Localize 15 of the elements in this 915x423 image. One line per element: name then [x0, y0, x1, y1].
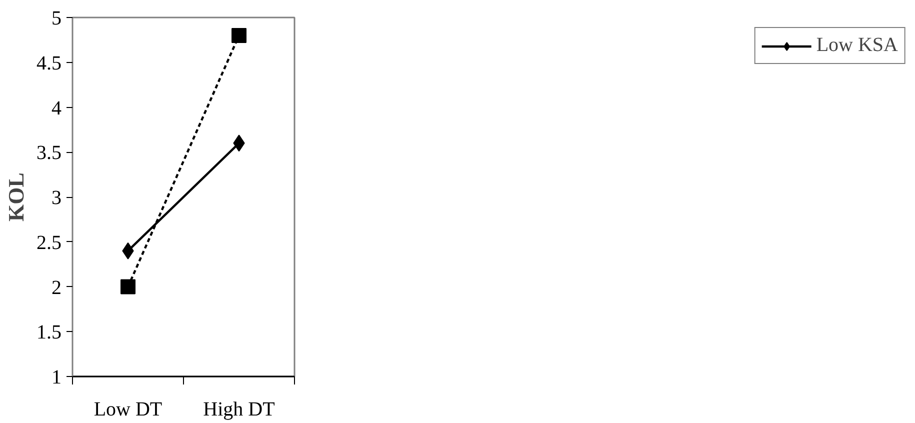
- point: [232, 28, 246, 43]
- legend-label: Low KSA: [816, 34, 898, 57]
- y-tick-label: 2: [52, 276, 62, 299]
- y-axis-title: KOL: [4, 172, 28, 222]
- y-tick-label: 4.5: [36, 52, 62, 74]
- y-tick-label: 4: [52, 97, 62, 120]
- y-tick-label: 3: [52, 187, 62, 209]
- y-tick-label: 2.5: [36, 232, 62, 254]
- y-tick-label: 1: [52, 366, 62, 388]
- y-tick-label: 5: [52, 8, 62, 30]
- point: [120, 279, 136, 294]
- x-tick-label: High DT: [203, 398, 275, 420]
- y-tick-label: 3.5: [36, 142, 62, 164]
- y-tick-label: 1.5: [36, 322, 62, 344]
- x-tick-label: Low DT: [94, 398, 162, 420]
